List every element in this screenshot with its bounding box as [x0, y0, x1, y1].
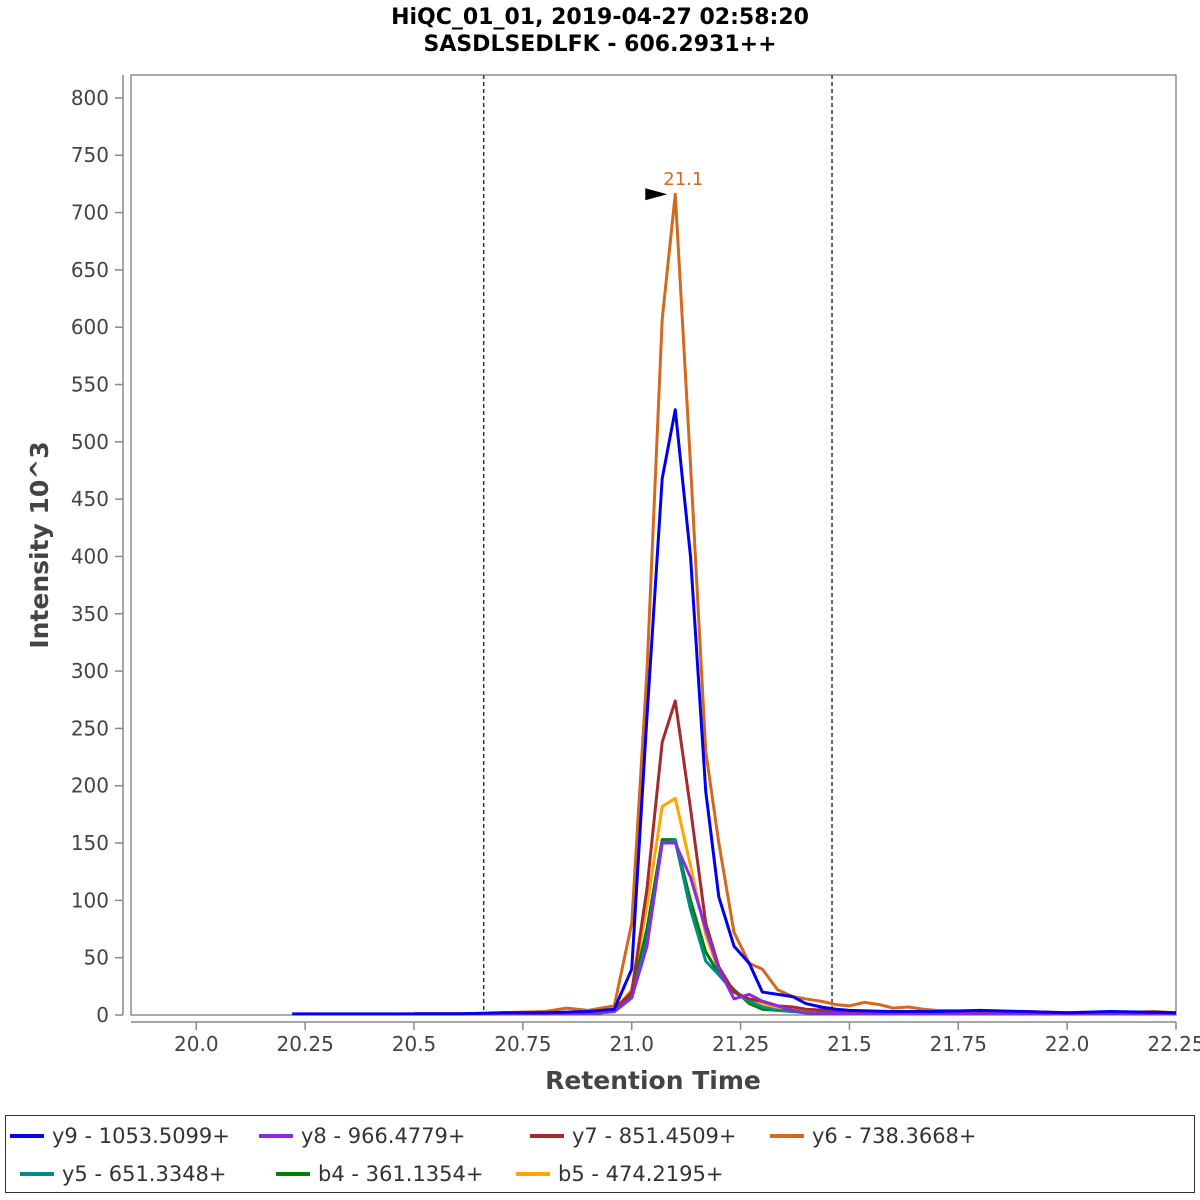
x-tick-label: 22.0: [1045, 1032, 1090, 1056]
chart-subtitle: SASDLSEDLFK - 606.2931++: [423, 32, 776, 57]
peak-label: 21.1: [663, 169, 703, 190]
legend-label: b4 - 361.1354+: [318, 1162, 484, 1186]
y-tick-label: 650: [71, 258, 109, 282]
legend-item: y7 - 851.4509+: [530, 1117, 737, 1155]
x-tick-label: 20.0: [174, 1032, 219, 1056]
chart-legend: y9 - 1053.5099+ y8 - 966.4779+ y7 - 851.45…: [5, 1115, 1195, 1193]
y-tick-label: 50: [84, 946, 109, 970]
x-tick-label: 20.75: [494, 1032, 551, 1056]
y-tick-label: 0: [96, 1003, 109, 1027]
y-axis: 0 50 100 150 200 250 300 350 400 450 500 550 600 650 7…: [71, 75, 124, 1027]
legend-item: y8 - 966.4779+: [259, 1117, 466, 1155]
legend-label: y6 - 738.3668+: [812, 1124, 977, 1148]
legend-swatch: [276, 1172, 310, 1176]
peak-annotation: 21.1: [645, 169, 703, 201]
series-line: [414, 841, 1176, 1016]
legend-swatch: [259, 1134, 293, 1138]
legend-label: b5 - 474.2195+: [558, 1162, 724, 1186]
peak-arrow-icon: [645, 188, 668, 201]
legend-swatch: [516, 1172, 550, 1176]
y-tick-label: 150: [71, 831, 109, 855]
legend-swatch: [10, 1134, 44, 1138]
peak-boundaries: [482, 75, 833, 1015]
legend-swatch: [20, 1172, 54, 1176]
x-tick-label: 21.0: [609, 1032, 654, 1056]
x-tick-label: 22.25: [1147, 1032, 1200, 1056]
y-tick-label: 550: [71, 373, 109, 397]
y-tick-label: 300: [71, 659, 109, 683]
y-axis-label: Intensity 10^3: [25, 441, 54, 648]
x-tick-label: 21.75: [930, 1032, 987, 1056]
legend-item: y9 - 1053.5099+: [10, 1117, 230, 1155]
x-tick-label: 21.25: [712, 1032, 769, 1056]
legend-swatch: [770, 1134, 804, 1138]
x-axis: 20.0 20.25 20.5 20.75 21.0 21.25 21.5 21.75 22.0…: [131, 1021, 1200, 1056]
legend-item: b4 - 361.1354+: [276, 1155, 483, 1193]
legend-swatch: [530, 1134, 564, 1138]
y-tick-label: 750: [71, 143, 109, 167]
legend-label: y7 - 851.4509+: [572, 1124, 737, 1148]
legend-label: y8 - 966.4779+: [301, 1124, 466, 1148]
y-tick-label: 800: [71, 86, 109, 110]
legend-item: y5 - 651.3348+: [20, 1155, 227, 1193]
chromatogram-chart: HiQC_01_01, 2019-04-27 02:58:20 SASDLSED…: [25, 5, 1200, 1095]
y-tick-label: 200: [71, 774, 109, 798]
y-tick-label: 450: [71, 487, 109, 511]
y-tick-label: 250: [71, 716, 109, 740]
legend-label: y9 - 1053.5099+: [52, 1124, 230, 1148]
y-tick-label: 600: [71, 315, 109, 339]
series-line: [292, 408, 1177, 1016]
y-tick-label: 100: [71, 888, 109, 912]
x-axis-label: Retention Time: [545, 1066, 761, 1095]
x-tick-label: 21.5: [827, 1032, 872, 1056]
x-tick-label: 20.25: [277, 1032, 334, 1056]
chart-title: HiQC_01_01, 2019-04-27 02:58:20: [391, 5, 809, 30]
x-tick-label: 20.5: [392, 1032, 437, 1056]
y-tick-label: 400: [71, 544, 109, 568]
y-tick-label: 500: [71, 430, 109, 454]
legend-item: y6 - 738.3668+: [770, 1117, 977, 1155]
y-tick-label: 350: [71, 602, 109, 626]
y-tick-label: 700: [71, 201, 109, 225]
series-layer: [292, 192, 1177, 1016]
legend-item: b5 - 474.2195+: [516, 1155, 723, 1193]
legend-label: y5 - 651.3348+: [62, 1162, 227, 1186]
